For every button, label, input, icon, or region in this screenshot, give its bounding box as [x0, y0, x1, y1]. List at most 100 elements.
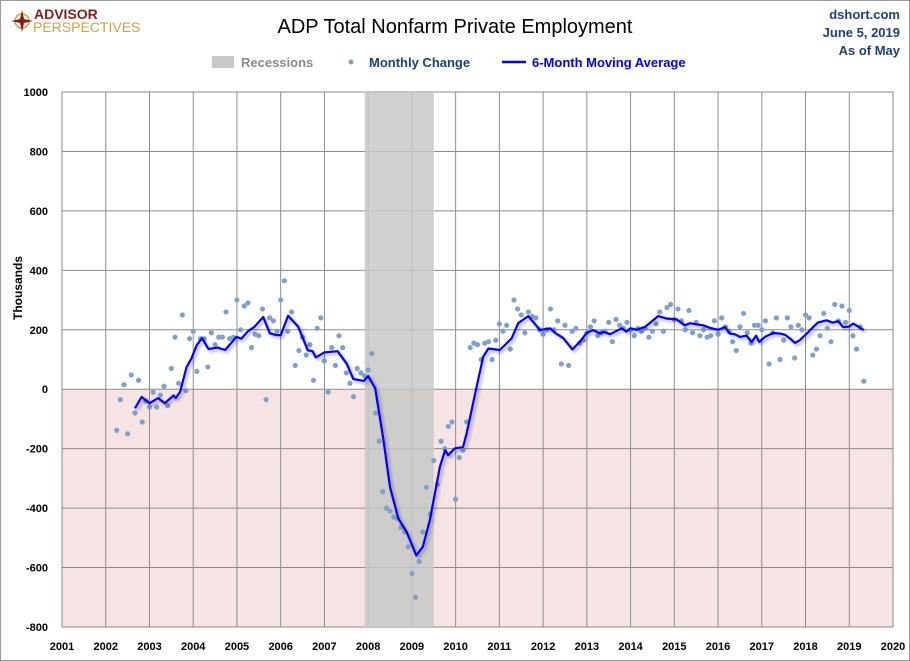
monthly-change-point [700, 327, 707, 333]
monthly-change-point [533, 315, 539, 321]
legend-recession-swatch [212, 56, 234, 68]
monthly-change-point [307, 342, 313, 348]
monthly-change-point [125, 431, 131, 437]
monthly-change-point [795, 322, 801, 328]
monthly-change-point [329, 345, 335, 351]
x-tick-label: 2015 [662, 641, 686, 653]
monthly-change-point [340, 345, 346, 351]
monthly-change-point [759, 327, 765, 333]
x-tick-label: 2008 [356, 641, 380, 653]
recession-band [364, 92, 434, 627]
monthly-change-point [117, 397, 123, 403]
x-tick-label: 2017 [750, 641, 774, 653]
monthly-change-point [154, 404, 160, 410]
y-tick-label: 0 [42, 384, 48, 396]
y-tick-label: -800 [26, 622, 48, 634]
y-tick-label: 1000 [24, 87, 48, 99]
monthly-change-point [248, 345, 255, 351]
monthly-change-point [799, 327, 805, 333]
monthly-change-point [587, 324, 594, 330]
monthly-change-point [562, 322, 568, 328]
monthly-change-point [740, 310, 747, 317]
monthly-change-point [467, 345, 473, 351]
x-tick-label: 2004 [181, 641, 206, 653]
monthly-change-point [711, 318, 718, 324]
advisor-perspectives-logo: ADVISOR PERSPECTIVES [11, 6, 140, 35]
monthly-change-point [365, 367, 371, 373]
monthly-change-point [449, 419, 455, 425]
y-tick-label: -400 [26, 503, 48, 515]
x-tick-label: 2003 [137, 641, 161, 653]
monthly-change-point [555, 318, 561, 324]
monthly-change-point [318, 315, 324, 321]
monthly-change-point [828, 339, 834, 345]
monthly-change-point [839, 303, 845, 309]
monthly-change-point [715, 331, 721, 337]
monthly-change-point [347, 380, 353, 386]
monthly-change-point [336, 333, 342, 339]
monthly-change-point [500, 328, 506, 334]
monthly-change-point [310, 377, 317, 383]
monthly-change-point [566, 362, 572, 369]
monthly-change-point [773, 315, 779, 321]
monthly-change-point [824, 325, 830, 331]
monthly-change-point [817, 333, 823, 339]
x-tick-label: 2019 [837, 641, 861, 653]
monthly-change-point [321, 358, 328, 364]
monthly-change-point [438, 438, 444, 444]
as-of-label: As of May [839, 43, 901, 58]
x-tick-label: 2013 [575, 641, 599, 653]
monthly-change-point [190, 328, 196, 334]
monthly-change-point [617, 322, 623, 328]
monthly-change-point [405, 544, 411, 550]
monthly-change-point [267, 315, 273, 321]
monthly-change-point [183, 388, 189, 394]
monthly-change-point [194, 368, 200, 374]
chart-title: ADP Total Nonfarm Private Employment [278, 16, 633, 38]
monthly-change-point [296, 347, 302, 354]
monthly-change-point [128, 372, 134, 378]
monthly-change-point [176, 380, 182, 386]
monthly-change-point [172, 334, 178, 340]
monthly-change-point [453, 496, 459, 502]
y-tick-label: -600 [26, 563, 48, 575]
legend-recessions: Recessions [241, 55, 313, 70]
monthly-change-point [664, 304, 670, 311]
monthly-change-point [416, 559, 422, 565]
monthly-change-point [504, 322, 510, 328]
monthly-change-point [591, 318, 597, 324]
monthly-change-point [114, 427, 120, 433]
monthly-change-point [358, 370, 364, 376]
monthly-change-point [682, 327, 688, 333]
monthly-change-point [168, 365, 174, 372]
monthly-change-point [609, 339, 615, 345]
y-axis-label: Thousands [11, 256, 25, 320]
monthly-change-point [278, 297, 284, 303]
x-tick-label: 2011 [487, 641, 511, 653]
monthly-change-point [460, 447, 466, 453]
monthly-change-point [777, 356, 783, 363]
monthly-change-point [730, 339, 736, 345]
monthly-change-point [540, 331, 546, 337]
monthly-change-point [496, 321, 502, 327]
monthly-change-point [132, 410, 138, 416]
x-tick-label: 2010 [443, 641, 467, 653]
monthly-change-point [525, 309, 532, 315]
monthly-change-point [744, 330, 750, 336]
monthly-change-point [668, 301, 674, 308]
monthly-change-point [802, 312, 809, 318]
y-tick-label: 600 [30, 206, 48, 218]
x-tick-label: 2018 [793, 641, 817, 653]
monthly-change-point [689, 330, 696, 336]
monthly-change-point [595, 333, 601, 339]
monthly-change-point [791, 355, 798, 361]
monthly-change-point [285, 328, 291, 334]
monthly-change-point [289, 309, 295, 315]
monthly-change-point [369, 350, 375, 357]
monthly-change-point [161, 383, 167, 389]
monthly-change-point [675, 306, 681, 312]
monthly-change-point [445, 423, 451, 429]
source-site: dshort.com [829, 7, 900, 22]
monthly-change-point [354, 365, 360, 372]
